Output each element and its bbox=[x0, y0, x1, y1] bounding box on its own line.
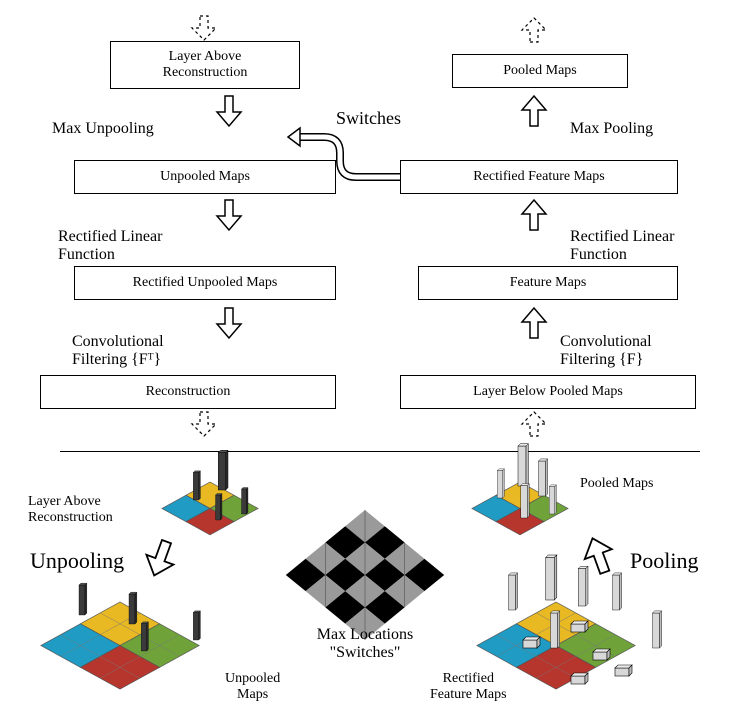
bottom-label-pooled-maps-text: Pooled Maps bbox=[580, 476, 654, 491]
box-reconstruction-text: Reconstruction bbox=[146, 384, 231, 400]
label-rlf-left: Rectified Linear Function bbox=[58, 210, 162, 264]
box-pooled: Pooled Maps bbox=[452, 54, 628, 88]
label-max-unpooling: Max Unpooling bbox=[52, 120, 154, 138]
label-switches: Switches bbox=[336, 108, 401, 129]
bottom-label-unpooling: Unpooling bbox=[30, 548, 124, 574]
box-rect-unpooled-text: Rectified Unpooled Maps bbox=[133, 275, 278, 291]
bottom-label-layer-above: Layer Above Reconstruction bbox=[28, 478, 113, 526]
separator-line bbox=[60, 451, 700, 452]
box-feature: Feature Maps bbox=[418, 266, 678, 300]
bottom-label-layer-above-text: Layer Above Reconstruction bbox=[28, 494, 113, 525]
label-conv-right: Convolutional Filtering {F} bbox=[560, 315, 652, 369]
label-max-pooling-text: Max Pooling bbox=[570, 120, 653, 137]
bottom-label-unpooled-maps: Unpooled Maps bbox=[225, 655, 280, 703]
box-reconstruction: Reconstruction bbox=[40, 375, 336, 409]
box-feature-text: Feature Maps bbox=[510, 275, 587, 291]
bottom-label-rectified-fm-text: Rectified Feature Maps bbox=[430, 671, 507, 702]
label-rlf-left-text: Rectified Linear Function bbox=[58, 228, 162, 263]
box-unpooled-text: Unpooled Maps bbox=[160, 169, 250, 185]
box-layer-below: Layer Below Pooled Maps bbox=[400, 375, 696, 409]
box-layer-above: Layer Above Reconstruction bbox=[110, 41, 300, 89]
label-conv-left-text: Convolutional Filtering {Fᵀ} bbox=[72, 333, 164, 368]
label-max-pooling: Max Pooling bbox=[570, 120, 653, 138]
box-layer-above-text: Layer Above Reconstruction bbox=[163, 49, 248, 81]
bottom-label-max-locations: Max Locations "Switches" bbox=[300, 608, 430, 662]
label-rlf-right-text: Rectified Linear Function bbox=[570, 228, 674, 263]
box-unpooled: Unpooled Maps bbox=[74, 160, 336, 194]
box-layer-below-text: Layer Below Pooled Maps bbox=[473, 384, 623, 400]
label-conv-right-text: Convolutional Filtering {F} bbox=[560, 333, 652, 368]
bottom-label-rectified-fm: Rectified Feature Maps bbox=[430, 655, 507, 703]
label-rlf-right: Rectified Linear Function bbox=[570, 210, 674, 264]
bottom-label-unpooled-maps-text: Unpooled Maps bbox=[225, 671, 280, 702]
label-max-unpooling-text: Max Unpooling bbox=[52, 120, 154, 137]
box-pooled-text: Pooled Maps bbox=[503, 63, 577, 79]
box-rect-feature-text: Rectified Feature Maps bbox=[473, 169, 604, 185]
box-rect-feature: Rectified Feature Maps bbox=[400, 160, 678, 194]
bottom-label-unpooling-text: Unpooling bbox=[30, 548, 124, 573]
label-switches-text: Switches bbox=[336, 108, 401, 128]
bottom-label-max-locations-text: Max Locations "Switches" bbox=[317, 626, 413, 661]
bottom-label-pooling: Pooling bbox=[630, 548, 698, 574]
label-conv-left: Convolutional Filtering {Fᵀ} bbox=[72, 315, 164, 369]
box-rect-unpooled: Rectified Unpooled Maps bbox=[74, 266, 336, 300]
bottom-label-pooled-maps: Pooled Maps bbox=[580, 476, 654, 492]
bottom-label-pooling-text: Pooling bbox=[630, 548, 698, 573]
